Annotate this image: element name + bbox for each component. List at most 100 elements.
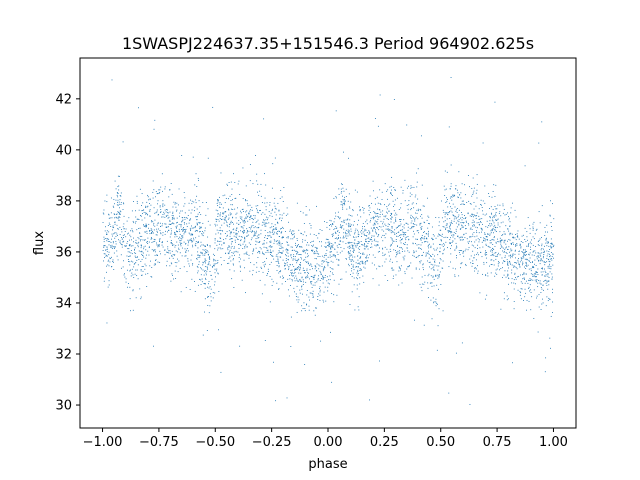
data-point xyxy=(450,230,452,232)
data-point xyxy=(225,238,227,240)
data-point xyxy=(363,244,365,246)
data-point xyxy=(202,334,204,336)
data-point xyxy=(300,272,302,274)
data-point xyxy=(509,255,511,256)
data-point xyxy=(295,250,297,252)
data-point xyxy=(293,230,295,232)
data-point xyxy=(271,232,273,233)
data-point xyxy=(243,229,245,231)
data-point xyxy=(124,231,126,232)
data-point xyxy=(414,319,415,321)
data-point xyxy=(217,216,219,217)
data-point xyxy=(478,224,480,226)
data-point xyxy=(327,286,329,288)
data-point xyxy=(352,247,354,249)
data-point xyxy=(201,281,203,283)
data-point xyxy=(448,212,450,214)
data-point xyxy=(228,209,230,211)
data-point xyxy=(241,209,243,210)
data-point xyxy=(138,241,140,243)
data-point xyxy=(346,237,348,239)
data-point xyxy=(532,236,534,238)
data-point xyxy=(298,280,300,282)
data-point xyxy=(168,229,170,231)
data-point xyxy=(525,265,527,267)
data-point xyxy=(389,248,391,250)
data-point xyxy=(171,215,173,217)
data-point xyxy=(377,208,379,210)
data-point xyxy=(487,245,489,247)
data-point xyxy=(138,250,140,252)
data-point xyxy=(545,238,547,240)
data-point xyxy=(133,263,135,265)
data-point xyxy=(154,263,156,265)
data-point xyxy=(207,245,208,246)
data-point xyxy=(458,171,460,173)
data-point xyxy=(155,260,156,261)
data-point xyxy=(170,233,172,235)
data-point xyxy=(438,288,439,290)
data-point xyxy=(490,223,492,224)
data-point xyxy=(356,272,358,274)
data-point xyxy=(383,254,385,256)
data-point xyxy=(151,229,153,231)
data-point xyxy=(276,240,278,242)
data-point xyxy=(319,280,321,281)
data-point xyxy=(493,236,495,238)
data-point xyxy=(278,251,280,253)
data-point xyxy=(329,242,331,244)
data-point xyxy=(398,225,400,227)
data-point xyxy=(526,259,528,261)
data-point xyxy=(165,215,167,217)
data-point xyxy=(393,210,395,212)
data-point xyxy=(466,202,468,203)
data-point xyxy=(365,241,367,243)
data-point xyxy=(413,230,414,232)
data-point xyxy=(464,194,466,196)
data-point xyxy=(400,223,402,225)
data-point xyxy=(243,253,245,255)
data-point xyxy=(213,265,214,267)
data-point xyxy=(307,253,309,255)
data-point xyxy=(529,252,531,254)
data-point xyxy=(385,233,387,235)
data-point xyxy=(272,163,274,165)
data-point xyxy=(248,242,250,244)
data-point xyxy=(199,222,201,224)
data-point xyxy=(196,224,198,226)
data-point xyxy=(278,288,280,290)
data-point xyxy=(219,206,221,208)
data-point xyxy=(139,227,141,229)
data-point xyxy=(302,308,304,309)
data-point xyxy=(337,264,339,266)
data-point xyxy=(482,213,484,215)
data-point xyxy=(428,253,430,255)
data-point xyxy=(506,299,508,301)
data-point xyxy=(438,274,440,276)
data-point xyxy=(262,243,264,245)
data-point xyxy=(278,209,280,211)
data-point xyxy=(349,258,350,260)
data-point xyxy=(545,274,547,276)
data-point xyxy=(456,245,458,247)
data-point xyxy=(292,238,294,240)
data-point xyxy=(347,242,349,244)
data-point xyxy=(497,224,499,226)
data-point xyxy=(518,253,520,255)
data-point xyxy=(403,257,405,259)
data-point xyxy=(152,221,154,223)
data-point xyxy=(204,266,206,268)
data-point xyxy=(299,279,301,281)
data-point xyxy=(403,224,405,226)
data-point xyxy=(240,258,241,260)
data-point xyxy=(227,249,229,251)
data-point xyxy=(476,189,478,191)
data-point xyxy=(136,200,138,202)
data-point xyxy=(183,205,185,207)
data-point xyxy=(452,236,454,238)
data-point xyxy=(270,261,272,263)
data-point xyxy=(385,225,387,227)
data-point xyxy=(141,210,143,212)
data-point xyxy=(341,203,343,205)
data-point xyxy=(199,231,201,232)
